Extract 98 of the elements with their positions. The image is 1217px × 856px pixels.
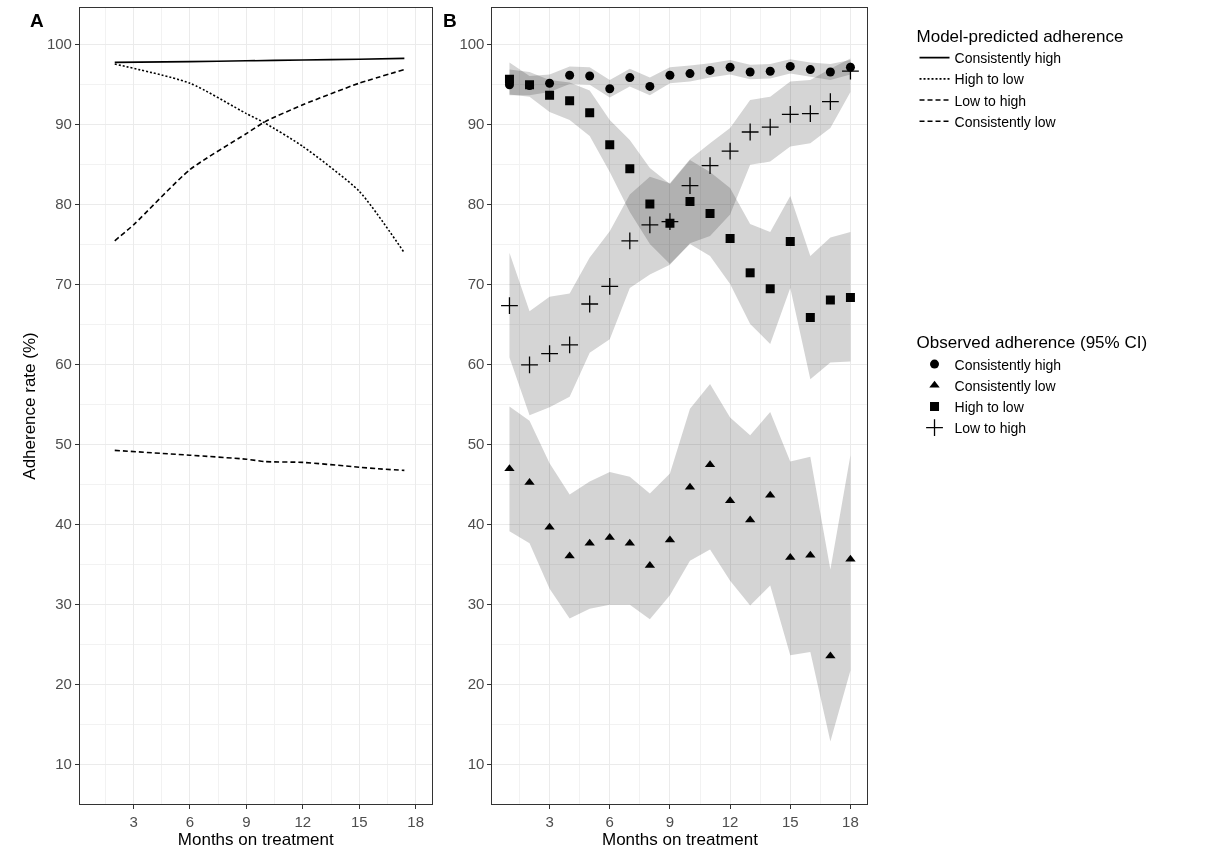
point: [805, 65, 815, 75]
x-tick-label: 3: [129, 813, 138, 830]
point: [680, 176, 700, 195]
point: [585, 108, 595, 118]
x-tick-label: 6: [605, 813, 614, 830]
point: [585, 71, 595, 81]
point: [605, 140, 615, 150]
legend-title: Model-predicted adherence: [916, 27, 1124, 47]
point: [685, 197, 695, 207]
point: [545, 78, 555, 88]
point: [765, 66, 775, 76]
y-tick-label: 100: [459, 35, 485, 53]
y-tick-label: 20: [467, 675, 485, 693]
point: [745, 67, 755, 77]
point: [580, 294, 599, 314]
point: [765, 284, 775, 294]
y-tick-label: 30: [55, 595, 72, 613]
point: [565, 96, 575, 106]
point: [524, 477, 535, 485]
y-tick-label: 100: [46, 35, 72, 53]
y-tick-label: 10: [55, 755, 72, 773]
point: [504, 74, 514, 84]
point: [841, 62, 860, 81]
y-tick-label: 70: [55, 275, 72, 293]
point: [540, 344, 559, 363]
point: [600, 277, 619, 296]
legend-label: High to low: [954, 71, 1025, 88]
x-tick-label: 12: [721, 813, 739, 830]
point: [625, 164, 635, 174]
point: [665, 70, 675, 80]
y-tick-label: 10: [467, 755, 485, 773]
point: [700, 156, 720, 175]
point: [821, 92, 840, 111]
point: [761, 118, 780, 137]
y-tick-label: 80: [467, 195, 485, 213]
point: [805, 313, 815, 323]
x-tick-label: 6: [185, 813, 195, 830]
point: [785, 237, 795, 247]
point: [725, 62, 735, 72]
legend-label: Consistently low: [954, 377, 1057, 394]
y-tick-label: 40: [55, 515, 72, 533]
y-tick-label: 90: [467, 115, 485, 133]
y-tick-label: 60: [55, 355, 72, 373]
point: [745, 268, 755, 278]
point: [640, 215, 659, 234]
point: [845, 293, 855, 303]
legend-title: Observed adherence (95% CI): [916, 333, 1148, 353]
legend-label: Consistently high: [954, 356, 1062, 373]
point: [520, 355, 539, 374]
y-tick-label: 80: [55, 195, 72, 213]
point: [741, 122, 760, 142]
point: [781, 105, 800, 124]
point: [620, 231, 639, 250]
x-tick-label: 18: [842, 813, 859, 830]
legend-label: Low to high: [954, 92, 1027, 109]
point: [721, 142, 740, 161]
x-axis-title: Months on treatment: [177, 830, 335, 849]
x-tick-label: 9: [242, 813, 251, 830]
point: [645, 199, 655, 209]
y-tick-label: 50: [467, 435, 485, 453]
x-tick-label: 15: [350, 813, 368, 830]
point: [560, 335, 579, 354]
point: [801, 104, 820, 123]
point: [545, 90, 555, 100]
chart-title: A: [30, 10, 44, 31]
point: [504, 464, 515, 472]
point: [705, 209, 715, 219]
point: [825, 295, 835, 305]
legend-label: Consistently low: [954, 113, 1057, 130]
y-tick-label: 20: [55, 675, 72, 693]
x-axis-title: Months on treatment: [601, 830, 759, 849]
y-tick-label: 30: [467, 595, 485, 613]
point: [705, 65, 715, 75]
x-tick-label: 18: [407, 813, 424, 830]
point: [725, 233, 735, 243]
point: [785, 61, 795, 71]
point: [565, 70, 575, 80]
point: [685, 69, 695, 79]
y-tick-label: 40: [467, 515, 485, 533]
y-tick-label: 50: [55, 435, 72, 453]
point: [645, 81, 655, 91]
legend-label: Low to high: [954, 420, 1027, 437]
y-axis-title: Adherence rate (%): [20, 332, 40, 480]
x-tick-label: 15: [781, 813, 799, 830]
point: [500, 296, 519, 315]
y-tick-label: 90: [55, 115, 72, 133]
point: [605, 84, 615, 94]
point: [625, 73, 635, 83]
x-tick-label: 12: [294, 813, 312, 830]
y-tick-label: 70: [467, 275, 485, 293]
x-tick-label: 3: [545, 813, 554, 830]
y-tick-label: 60: [467, 355, 485, 373]
x-tick-label: 9: [665, 813, 675, 830]
chart-title: B: [443, 10, 457, 31]
line-series: [113, 449, 406, 472]
legend-label: Consistently high: [954, 50, 1062, 67]
legend-label: High to low: [954, 398, 1025, 415]
point: [825, 67, 835, 77]
